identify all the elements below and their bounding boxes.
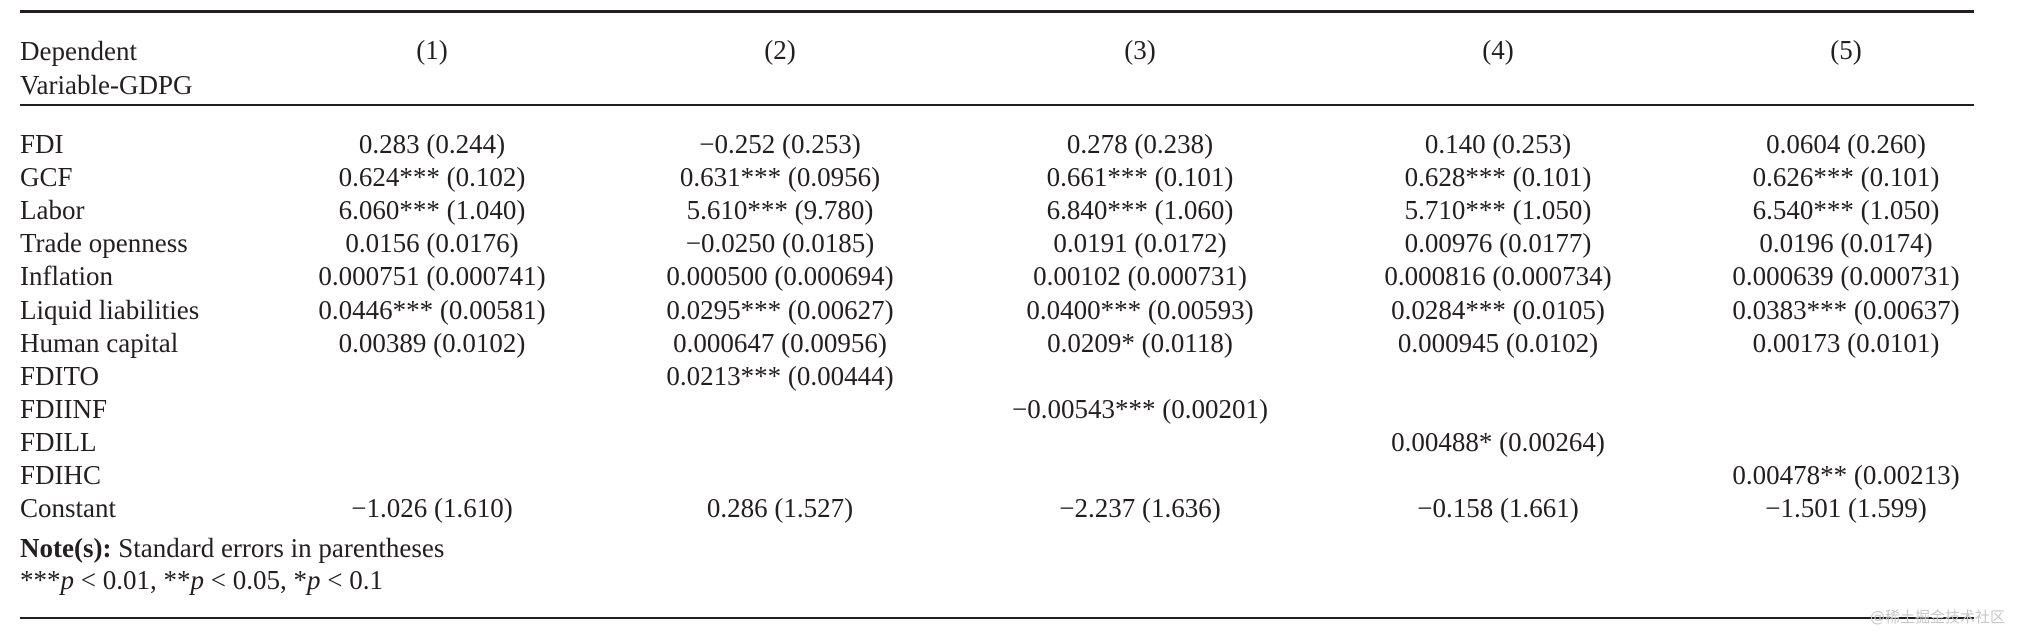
table-cell: −1.026 (1.610) <box>351 493 513 524</box>
table-cell: 0.661*** (0.101) <box>1046 162 1234 193</box>
table-cell: 0.0284*** (0.0105) <box>1391 294 1605 325</box>
table-cell: 0.0604 (0.260) <box>1766 129 1926 159</box>
table-cell: 0.0196 (0.0174) <box>1759 228 1933 259</box>
note-text: Standard errors in parentheses <box>111 533 445 563</box>
row-label: Liquid liabilities <box>20 294 200 325</box>
table-cell: 0.631*** (0.0956) <box>679 162 881 193</box>
table-cell: 0.000500 (0.000694) <box>666 261 894 292</box>
note-fragment: < 0.05, * <box>203 565 307 595</box>
table-cell: 0.0446*** (0.00581) <box>318 294 546 325</box>
table-cell: 5.610*** (9.780) <box>686 195 874 226</box>
bottom-rule <box>20 617 1974 619</box>
note-fragment: < 0.1 <box>320 565 383 595</box>
table-cell: 0.000945 (0.0102) <box>1397 327 1599 358</box>
row-label: Labor <box>20 195 85 226</box>
table-cell: −0.252 (0.253) <box>699 129 861 159</box>
p-symbol: p <box>60 565 75 595</box>
table-cell: 0.624*** (0.102) <box>338 162 526 193</box>
row-label: Trade openness <box>20 228 188 259</box>
row-label: Inflation <box>20 261 113 292</box>
table-cell: 6.540*** (1.050) <box>1752 195 1940 226</box>
column-header: (3) <box>1124 35 1156 65</box>
watermark: @稀土掘金技术社区 <box>1869 608 2005 626</box>
table-cell: 0.0209* (0.0118) <box>1047 327 1233 358</box>
note-fragment: *** <box>20 565 61 595</box>
row-label: GCF <box>20 162 73 193</box>
table-cell: 0.140 (0.253) <box>1424 129 1572 159</box>
table-cell: 0.0156 (0.0176) <box>345 228 519 259</box>
column-header: (1) <box>416 35 448 65</box>
table-cell: 6.060*** (1.040) <box>338 195 526 226</box>
table-cell: 6.840*** (1.060) <box>1046 195 1234 226</box>
table-cell: 0.278 (0.238) <box>1066 129 1214 159</box>
table-cell: 0.286 (1.527) <box>706 493 854 524</box>
significance-note: ***p < 0.01, **p < 0.05, *p < 0.1 <box>20 564 383 596</box>
table-cell: 0.000639 (0.000731) <box>1732 261 1960 292</box>
table-cell: −0.0250 (0.0185) <box>685 228 875 259</box>
table-cell: 5.710*** (1.050) <box>1404 195 1592 226</box>
table-cell: 0.0213*** (0.00444) <box>666 360 894 391</box>
row-label: FDIINF <box>20 393 108 424</box>
top-rule <box>20 10 1974 13</box>
table-cell: 0.000816 (0.000734) <box>1384 261 1612 292</box>
note-label: Note(s): <box>20 533 112 563</box>
header-rule <box>20 104 1974 106</box>
p-symbol: p <box>306 565 321 595</box>
note-fragment: < 0.01, ** <box>74 565 191 595</box>
table-cell: 0.00488* (0.00264) <box>1391 426 1605 457</box>
row-label: Constant <box>20 493 117 524</box>
table-cell: 0.628*** (0.101) <box>1404 162 1592 193</box>
table-cell: 0.00102 (0.000731) <box>1033 261 1247 292</box>
row-label: FDITO <box>20 360 100 391</box>
table-cell: 0.00173 (0.0101) <box>1752 327 1940 358</box>
table-cell: 0.00389 (0.0102) <box>338 327 526 358</box>
table-cell: 0.283 (0.244) <box>358 129 506 159</box>
table-cell: 0.00976 (0.0177) <box>1404 228 1592 259</box>
table-cell: 0.0383*** (0.00637) <box>1732 294 1960 325</box>
column-header: (5) <box>1830 35 1862 65</box>
row-label: Human capital <box>20 327 179 358</box>
table-cell: 0.0295*** (0.00627) <box>666 294 894 325</box>
column-header: (2) <box>764 35 796 65</box>
table-cell: −0.00543*** (0.00201) <box>1012 393 1268 424</box>
table-cell: 0.0400*** (0.00593) <box>1026 294 1254 325</box>
row-label: FDIHC <box>20 460 102 490</box>
header-label-line: Variable-GDPG <box>20 70 193 100</box>
table-cell: 0.00478** (0.00213) <box>1732 460 1960 490</box>
table-cell: −1.501 (1.599) <box>1765 493 1927 524</box>
column-header: (4) <box>1482 35 1514 65</box>
header-label-line: Dependent <box>20 36 137 66</box>
table-note: Note(s): Standard errors in parentheses <box>20 532 444 564</box>
table-cell: 0.0191 (0.0172) <box>1053 228 1227 259</box>
table-cell: 0.000751 (0.000741) <box>318 261 546 292</box>
table-cell: −2.237 (1.636) <box>1059 493 1221 524</box>
table-cell: 0.000647 (0.00956) <box>673 327 887 358</box>
row-label: FDI <box>20 129 64 159</box>
dependent-variable-label: Dependent Variable-GDPG <box>20 34 192 102</box>
table-cell: 0.626*** (0.101) <box>1752 162 1940 193</box>
p-symbol: p <box>190 565 204 595</box>
row-label: FDILL <box>20 426 97 457</box>
table-cell: −0.158 (1.661) <box>1417 493 1579 524</box>
